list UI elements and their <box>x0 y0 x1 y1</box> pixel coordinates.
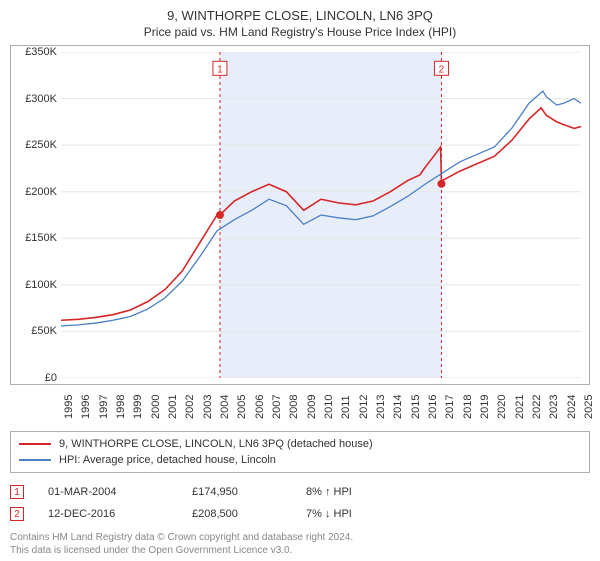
x-tick: 2011 <box>340 395 352 419</box>
x-tick: 2024 <box>566 395 578 419</box>
chart-svg: 12 <box>61 52 581 378</box>
x-tick: 2012 <box>358 395 370 419</box>
sales-table: 1 01-MAR-2004 £174,950 8% ↑ HPI 2 12-DEC… <box>10 481 590 525</box>
chart-area: £0£50K£100K£150K£200K£250K£300K£350K 12 <box>10 45 590 385</box>
sale-price-1: £174,950 <box>192 486 282 498</box>
chart-title: 9, WINTHORPE CLOSE, LINCOLN, LN6 3PQ <box>10 8 590 23</box>
y-tick: £250K <box>13 139 57 151</box>
y-tick: £100K <box>13 279 57 291</box>
x-tick: 2008 <box>288 395 300 419</box>
x-tick: 1999 <box>132 395 144 419</box>
x-tick: 2007 <box>271 395 283 419</box>
svg-text:1: 1 <box>217 64 223 75</box>
x-tick: 1997 <box>98 395 110 419</box>
x-tick: 2018 <box>462 395 474 419</box>
y-tick: £0 <box>13 372 57 384</box>
footer-attribution: Contains HM Land Registry data © Crown c… <box>10 531 590 557</box>
sale-row-2: 2 12-DEC-2016 £208,500 7% ↓ HPI <box>10 503 590 525</box>
x-tick: 2021 <box>514 395 526 419</box>
sale-pct-1: 8% ↑ HPI <box>306 486 386 498</box>
x-tick: 2003 <box>202 395 214 419</box>
y-tick: £50K <box>13 325 57 337</box>
x-tick: 2016 <box>427 395 439 419</box>
legend-swatch-property <box>19 443 51 445</box>
x-tick: 2015 <box>410 395 422 419</box>
footer-line-1: Contains HM Land Registry data © Crown c… <box>10 531 590 544</box>
y-tick: £200K <box>13 186 57 198</box>
legend-item-property: 9, WINTHORPE CLOSE, LINCOLN, LN6 3PQ (de… <box>19 436 581 452</box>
x-tick: 2013 <box>375 395 387 419</box>
x-tick: 2001 <box>167 395 179 419</box>
legend-swatch-hpi <box>19 459 51 461</box>
x-tick: 2023 <box>548 395 560 419</box>
footer-line-2: This data is licensed under the Open Gov… <box>10 544 590 557</box>
x-tick: 2010 <box>323 395 335 419</box>
y-tick: £150K <box>13 232 57 244</box>
x-tick: 2014 <box>392 395 404 419</box>
x-tick: 2017 <box>444 395 456 419</box>
x-tick: 1996 <box>80 395 92 419</box>
sale-date-2: 12-DEC-2016 <box>48 508 168 520</box>
legend-item-hpi: HPI: Average price, detached house, Linc… <box>19 452 581 468</box>
sale-pct-2: 7% ↓ HPI <box>306 508 386 520</box>
sale-marker-1: 1 <box>10 485 24 499</box>
y-axis: £0 £50K £100K £150K £200K £250K £300K £350K <box>11 46 61 384</box>
chart-subtitle: Price paid vs. HM Land Registry's House … <box>10 25 590 39</box>
x-tick: 1998 <box>115 395 127 419</box>
legend-label-hpi: HPI: Average price, detached house, Linc… <box>59 454 276 466</box>
x-tick: 2005 <box>236 395 248 419</box>
x-tick: 2020 <box>496 395 508 419</box>
x-tick: 1995 <box>63 395 75 419</box>
x-tick: 2000 <box>150 395 162 419</box>
sale-marker-2: 2 <box>10 507 24 521</box>
x-tick: 2025 <box>583 395 595 419</box>
x-tick: 2022 <box>531 395 543 419</box>
y-tick: £350K <box>13 46 57 58</box>
sale-date-1: 01-MAR-2004 <box>48 486 168 498</box>
sale-price-2: £208,500 <box>192 508 282 520</box>
svg-text:2: 2 <box>439 64 445 75</box>
x-tick: 2002 <box>184 395 196 419</box>
sale-row-1: 1 01-MAR-2004 £174,950 8% ↑ HPI <box>10 481 590 503</box>
x-axis: 1995 1996 1997 1998 1999 2000 2001 2002 2003 2004… <box>60 385 582 425</box>
x-tick: 2004 <box>219 395 231 419</box>
legend-label-property: 9, WINTHORPE CLOSE, LINCOLN, LN6 3PQ (de… <box>59 438 373 450</box>
legend: 9, WINTHORPE CLOSE, LINCOLN, LN6 3PQ (de… <box>10 431 590 473</box>
x-tick: 2006 <box>254 395 266 419</box>
x-tick: 2009 <box>306 395 318 419</box>
x-tick: 2019 <box>479 395 491 419</box>
plot-region: 12 <box>61 52 581 378</box>
y-tick: £300K <box>13 93 57 105</box>
